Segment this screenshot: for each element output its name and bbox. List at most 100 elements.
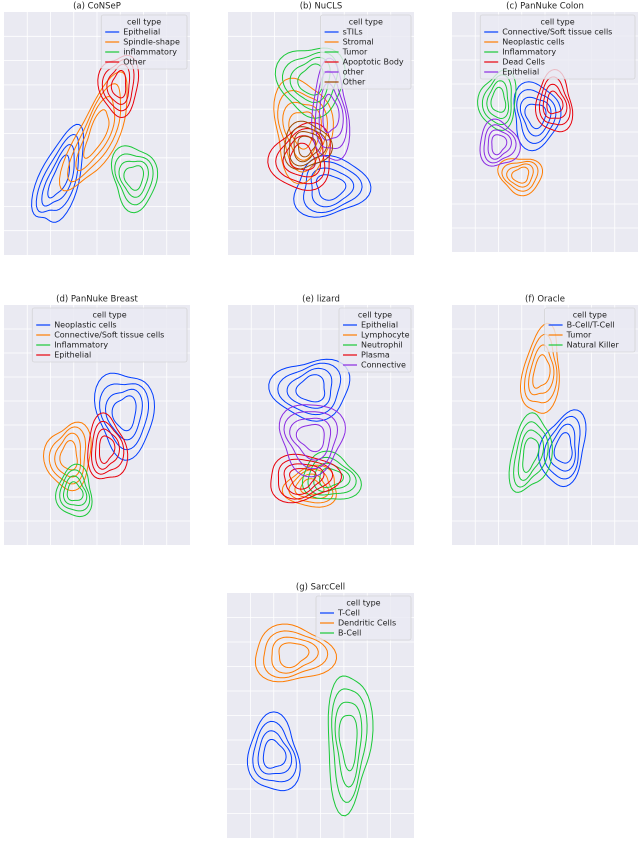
panel-title: (c) PanNuke Colon [506, 2, 584, 12]
legend-label: Dendritic Cells [338, 619, 396, 628]
density-contour [254, 623, 338, 683]
density-contour [513, 421, 549, 488]
legend-label: Epithelial [54, 351, 91, 360]
density-contour [479, 118, 521, 167]
density-contour [41, 143, 75, 207]
density-contour [282, 135, 322, 178]
density-contour [42, 421, 92, 492]
density-contour [58, 71, 128, 192]
legend-title: cell type [541, 18, 575, 27]
density-contour [55, 463, 93, 518]
density-contour [104, 388, 143, 441]
density-contour [297, 135, 317, 158]
legend-label: Plasma [361, 351, 390, 360]
density-contour [93, 372, 156, 461]
density-contour [282, 101, 322, 161]
density-contour [293, 130, 322, 163]
legend-label: Epithelial [502, 68, 539, 77]
density-contour [262, 739, 287, 769]
legend-box [544, 307, 636, 353]
panel-title: (f) Oracle [525, 295, 565, 305]
density-contour [94, 428, 121, 470]
density-contour [331, 688, 368, 803]
density-contour [75, 95, 116, 172]
density-contour [487, 129, 512, 160]
density-contour [548, 423, 576, 472]
density-contour [506, 163, 534, 188]
legend-label: Epithelial [361, 321, 398, 330]
density-contour [491, 134, 508, 156]
density-contour [54, 432, 82, 478]
density-contour [252, 720, 297, 783]
density-contour [546, 90, 564, 115]
density-contour [277, 362, 342, 416]
legend-label: Connective/Soft tissue cells [54, 331, 164, 340]
legend-box [100, 14, 188, 70]
legend-box [320, 14, 412, 90]
legend-label: B-Cell/T-Cell [567, 321, 615, 330]
density-contour [87, 412, 129, 480]
legend-title: cell type [127, 18, 161, 27]
legend-label: Connective/Soft tissue cells [502, 28, 612, 37]
density-contour [47, 154, 70, 199]
density-contour [123, 165, 145, 191]
density-contour [283, 463, 325, 496]
legend-title: cell type [93, 311, 127, 320]
density-contour [110, 70, 127, 99]
panel: (b) NuCLS cell typesTILsStromalTumorApopt… [228, 2, 414, 255]
density-contour [334, 701, 363, 788]
density-contour [275, 127, 326, 185]
panel: (c) PanNuke Colon cell typeConnective/Sof… [452, 2, 638, 252]
legend-box [315, 595, 412, 641]
density-contour [257, 730, 293, 775]
density-contour [319, 467, 344, 489]
density-contour [271, 636, 319, 674]
density-contour [532, 354, 551, 389]
legend-label: Other [343, 78, 366, 87]
density-contour [59, 439, 78, 471]
density-contour [524, 103, 547, 130]
density-contour [310, 167, 355, 208]
density-contour [303, 160, 363, 214]
density-contour [277, 89, 329, 173]
legend-label: Tumor [566, 331, 592, 340]
density-contour [283, 120, 334, 170]
density-contour [538, 76, 571, 126]
legend-label: Inflammatory [54, 341, 108, 350]
legend-label: Lymphocyte [361, 331, 410, 340]
density-contour [246, 711, 301, 792]
density-contour [511, 166, 530, 184]
density-contour [59, 469, 91, 512]
density-contour [519, 96, 552, 137]
density-contour [48, 426, 87, 485]
density-contour [517, 429, 544, 481]
density-contour [31, 123, 85, 223]
density-contour [67, 83, 122, 183]
density-contour [99, 435, 116, 465]
density-contour [490, 86, 507, 113]
legend-label: inflammatory [123, 48, 177, 57]
panel-title: (d) PanNuke Breast [56, 295, 138, 305]
density-contour [295, 423, 325, 453]
legend-label: Tumor [342, 48, 368, 57]
density-contour [543, 415, 581, 480]
density-contour [111, 395, 137, 432]
density-contour [322, 93, 340, 134]
legend-box [338, 307, 412, 373]
density-contour [110, 145, 159, 214]
legend-label: Neutrophil [361, 341, 403, 350]
density-contour [288, 126, 328, 167]
density-contour [83, 109, 110, 159]
legend-label: sTILs [343, 28, 363, 37]
panel: (a) CoNSeP cell typeEpithelialSpindle-sha… [4, 2, 190, 255]
density-contour [313, 462, 351, 493]
panel-title: (a) CoNSeP [73, 2, 121, 12]
density-contour [295, 374, 326, 403]
density-contour [283, 411, 339, 470]
density-contour [522, 437, 540, 473]
density-contour [301, 450, 362, 500]
density-contour [35, 133, 80, 213]
